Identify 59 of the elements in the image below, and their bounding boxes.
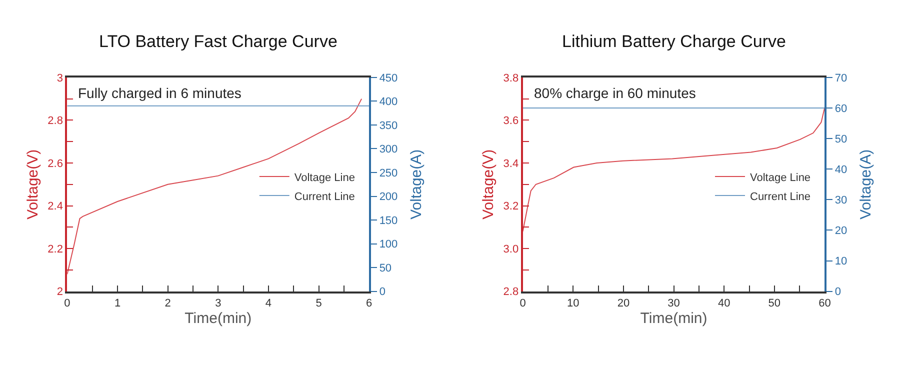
y-tick-label: 2.8	[503, 286, 519, 298]
annotation: Fully charged in 6 minutes	[78, 85, 242, 101]
y2-tick-label: 400	[379, 96, 398, 108]
y2-tick-label: 60	[834, 102, 848, 115]
y2-tick-label: 450	[379, 72, 398, 84]
y2-tick-label: 40	[834, 164, 848, 176]
x-tick-label: 5	[316, 298, 322, 310]
x-tick-label: 0	[64, 298, 70, 310]
y2-tick-label: 70	[834, 72, 848, 84]
x-tick-label: 20	[617, 298, 630, 310]
x-tick-label: 2	[164, 298, 171, 310]
y-axis-title: Voltage(V)	[24, 149, 42, 220]
x-tick-label: 0	[520, 298, 526, 310]
line-series	[522, 106, 825, 232]
y-tick-label: 3	[56, 72, 63, 84]
chart-title: Lithium Battery Charge Curve	[562, 32, 786, 51]
y2-tick-label: 30	[834, 194, 848, 206]
y-tick-label: 3.0	[503, 243, 519, 256]
y2-tick-label: 50	[834, 133, 848, 146]
y2-tick-label: 150	[379, 214, 398, 227]
y-tick-label: 3.4	[503, 158, 519, 170]
x-tick-label: 1	[114, 298, 121, 310]
y-axis-title: Voltage(V)	[480, 149, 498, 220]
legend-label: Voltage Line	[750, 172, 811, 184]
y2-tick-label: 0	[379, 286, 386, 298]
x-tick-label: 30	[668, 298, 680, 310]
legend-label: Voltage Line	[294, 172, 355, 184]
y2-tick-label: 350	[379, 120, 398, 132]
y2-tick-label: 200	[379, 191, 398, 204]
legend-label: Current Line	[750, 190, 811, 203]
x-tick-label: 40	[718, 298, 730, 310]
y-tick-label: 2	[56, 286, 63, 298]
y2-tick-label: 10	[834, 256, 848, 268]
y-tick-label: 2.4	[48, 200, 63, 213]
y2-tick-label: 0	[834, 286, 842, 298]
y-tick-label: 2.8	[48, 115, 63, 128]
x-tick-label: 3	[215, 298, 222, 310]
y-tick-label: 3.2	[503, 200, 519, 213]
x-tick-label: 50	[768, 298, 781, 310]
legend-label: Current Line	[294, 190, 355, 203]
y-tick-label: 3.6	[503, 115, 519, 128]
x-tick-label: 4	[265, 298, 272, 310]
chart-title: LTO Battery Fast Charge Curve	[99, 32, 338, 51]
y2-tick-label: 100	[379, 238, 398, 251]
x-tick-label: 60	[818, 298, 831, 310]
y-tick-label: 2.2	[48, 243, 63, 256]
annotation: 80% charge in 60 minutes	[534, 85, 696, 101]
x-tick-label: 10	[566, 298, 580, 310]
y2-tick-label: 20	[834, 225, 848, 238]
y2-axis-title: Voltage(A)	[858, 149, 875, 220]
x-axis-title: Time(min)	[184, 310, 252, 328]
y2-tick-label: 50	[379, 262, 392, 274]
y2-tick-label: 300	[379, 144, 398, 156]
x-axis-title: Time(min)	[640, 310, 708, 328]
y-tick-label: 2.6	[48, 158, 63, 170]
y2-axis-title: Voltage(A)	[408, 149, 426, 220]
y-tick-label: 3.8	[503, 72, 519, 84]
y2-tick-label: 250	[379, 167, 398, 180]
x-tick-label: 6	[366, 298, 372, 310]
